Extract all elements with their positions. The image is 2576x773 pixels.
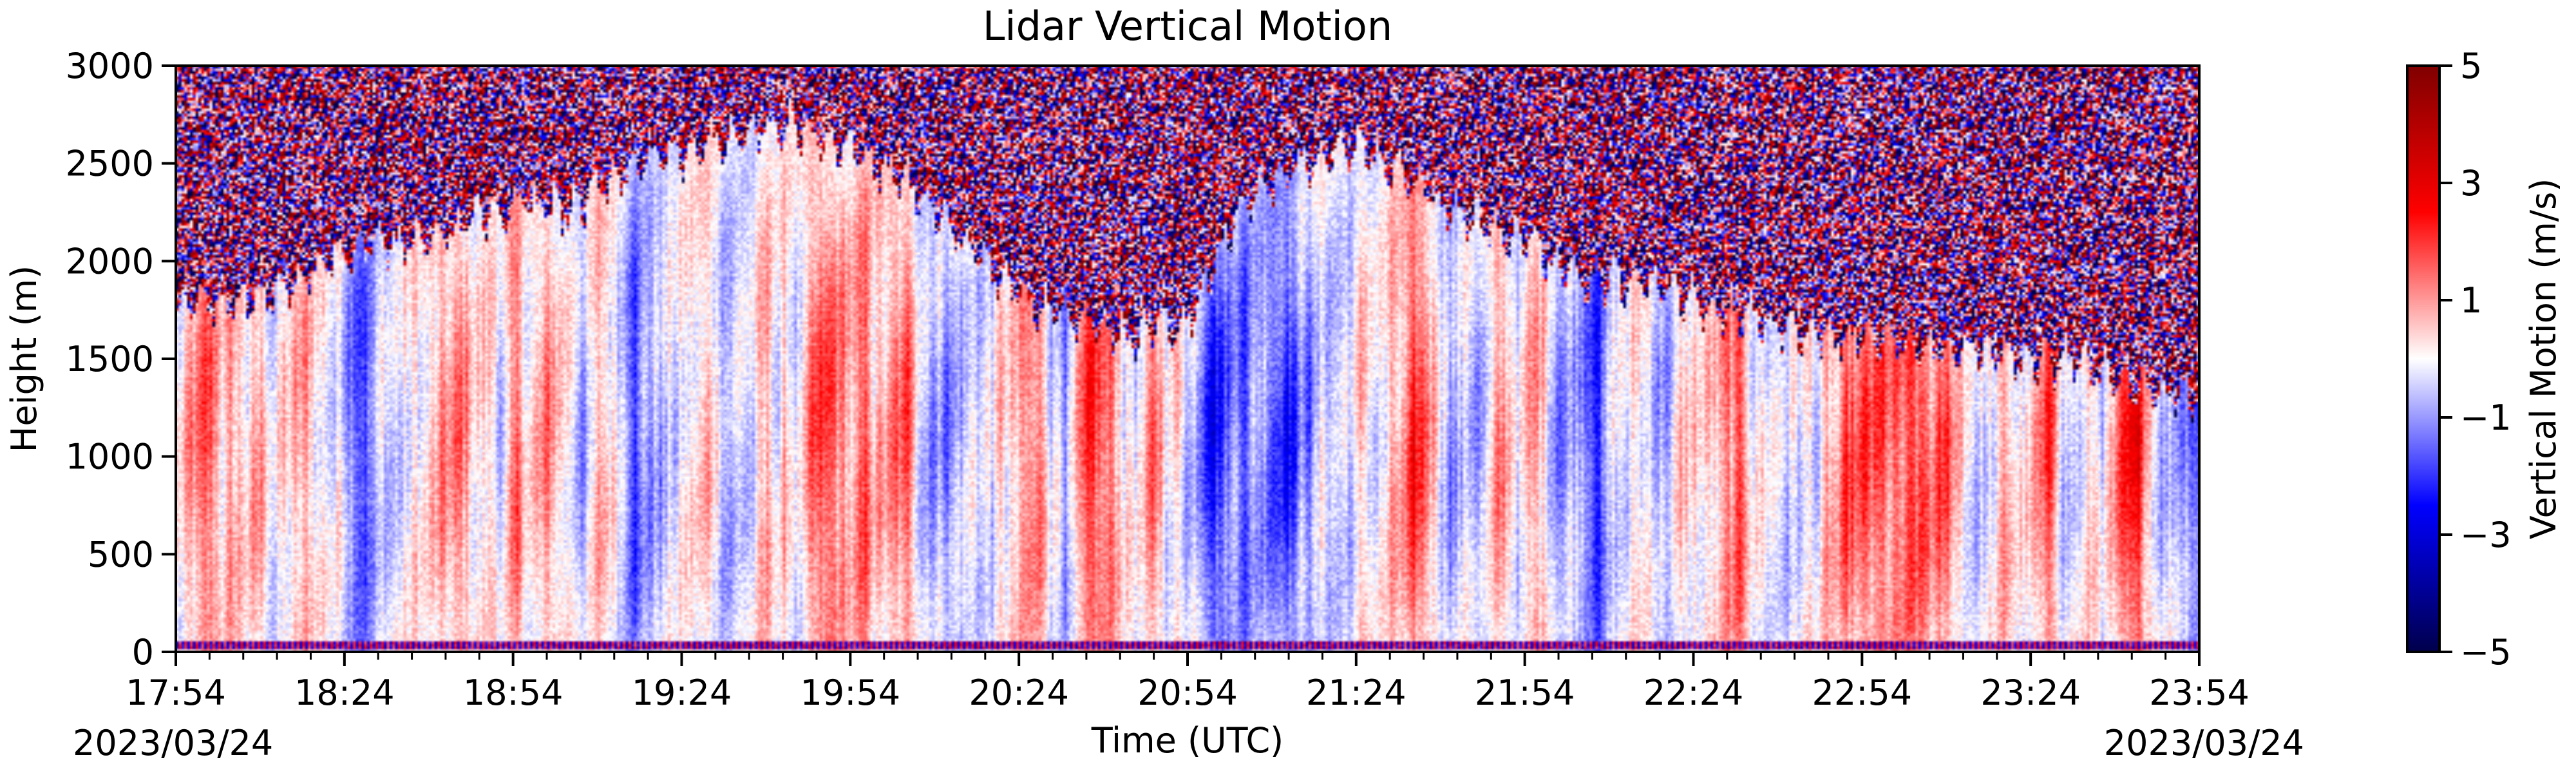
x-axis-label: Time (UTC) xyxy=(1091,720,1284,761)
x-tick-label: 19:54 xyxy=(800,673,901,713)
x-tick-label: 20:24 xyxy=(969,673,1069,713)
y-tick-label: 1500 xyxy=(66,339,154,379)
x-tick-label: 18:54 xyxy=(463,673,564,713)
chart-title: Lidar Vertical Motion xyxy=(983,3,1392,50)
y-tick-label: 3000 xyxy=(66,46,154,86)
x-tick-label: 22:54 xyxy=(1812,673,1913,713)
x-tick-label: 23:54 xyxy=(2149,673,2249,713)
colorbar-label: Vertical Motion (m/s) xyxy=(2523,178,2564,540)
colorbar-tick-label: 3 xyxy=(2460,163,2482,204)
x-tick-label: 23:24 xyxy=(1980,673,2081,713)
colorbar: 5 3 1 −1 −3 −5 Vertical Motion (m/s) xyxy=(2406,46,2564,673)
y-axis-label: Height (m) xyxy=(4,265,44,452)
colorbar-tick-label: −1 xyxy=(2460,397,2512,438)
colorbar-gradient xyxy=(2406,64,2441,653)
x-tick-label: 19:24 xyxy=(632,673,732,713)
x-date-left: 2023/03/24 xyxy=(73,723,273,763)
x-date-right: 2023/03/24 xyxy=(2104,723,2304,763)
y-tick-label: 0 xyxy=(132,632,154,673)
y-tick-label: 1000 xyxy=(66,437,154,477)
x-tick-label: 21:54 xyxy=(1475,673,1575,713)
y-tick-label: 2000 xyxy=(66,241,154,282)
heatmap-image xyxy=(176,66,2199,652)
colorbar-ticks: 5 3 1 −1 −3 −5 xyxy=(2439,46,2512,673)
x-tick-label: 22:24 xyxy=(1643,673,1744,713)
heatmap-area xyxy=(176,66,2199,652)
colorbar-tick-label: −5 xyxy=(2460,632,2512,673)
colorbar-tick-label: 5 xyxy=(2460,46,2482,86)
x-tick-label: 18:24 xyxy=(294,673,395,713)
y-tick-label: 500 xyxy=(88,534,154,575)
x-tick-label: 17:54 xyxy=(126,673,226,713)
y-tick-label: 2500 xyxy=(66,144,154,184)
colorbar-tick-label: 1 xyxy=(2460,280,2482,321)
x-tick-label: 21:24 xyxy=(1306,673,1406,713)
x-tick-label: 20:54 xyxy=(1137,673,1238,713)
x-axis: 17:54 18:24 18:54 19:24 19:54 20:24 20:54 21:24… xyxy=(126,652,2249,713)
colorbar-tick-label: −3 xyxy=(2460,515,2512,555)
y-axis: 0 500 1000 1500 2000 2500 3000 xyxy=(66,46,176,673)
